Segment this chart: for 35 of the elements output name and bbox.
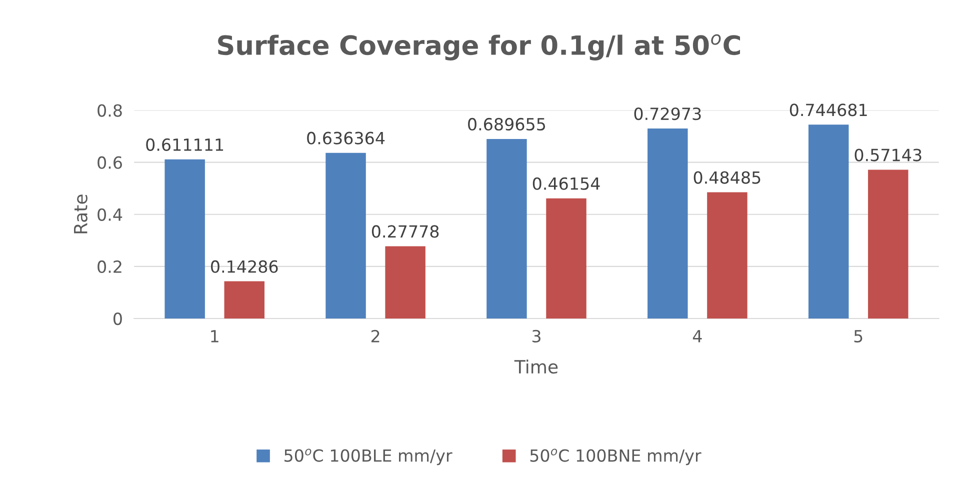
y-tick-label: 0.2 [98,260,122,274]
x-tick-label: 2 [371,330,380,342]
bar [707,192,748,318]
bar [648,128,688,318]
chart-title: Surface Coverage for 0.1g/l at 50$^{o}$C [218,34,740,60]
data-label: 0.636364 [307,132,385,144]
x-tick-label: 1 [211,330,218,342]
bar [164,159,205,318]
data-label: 0.611111 [146,138,224,151]
x-tick-label: 5 [854,330,862,343]
x-axis-title: Time [514,360,558,374]
bar [385,246,426,318]
data-label: 0.689655 [468,118,546,131]
bar [808,124,849,318]
y-tick-label: 0.6 [98,156,122,169]
data-label: 0.48485 [694,171,760,184]
data-label: 0.27778 [372,225,439,238]
data-label: 0.14286 [211,260,278,273]
data-label: 0.72973 [634,108,701,120]
x-tick-label: 4 [692,330,702,342]
y-tick-label: 0 [114,312,122,326]
bar [868,170,908,318]
y-axis-title: Rate [74,194,88,234]
bar [486,138,527,318]
bar [326,152,366,318]
data-label: 0.46154 [532,177,600,190]
data-label: 0.57143 [854,148,922,162]
bar [224,281,264,318]
x-tick-label: 3 [532,330,540,343]
bar [546,198,586,318]
y-tick-label: 0.8 [98,104,122,117]
data-label: 0.744681 [790,104,867,116]
legend-label: 50$^{o}$C 100BNE mm/yr [530,448,702,466]
legend-label: 50$^{o}$C 100BLE mm/yr [284,448,452,466]
y-tick-label: 0.4 [98,208,122,221]
